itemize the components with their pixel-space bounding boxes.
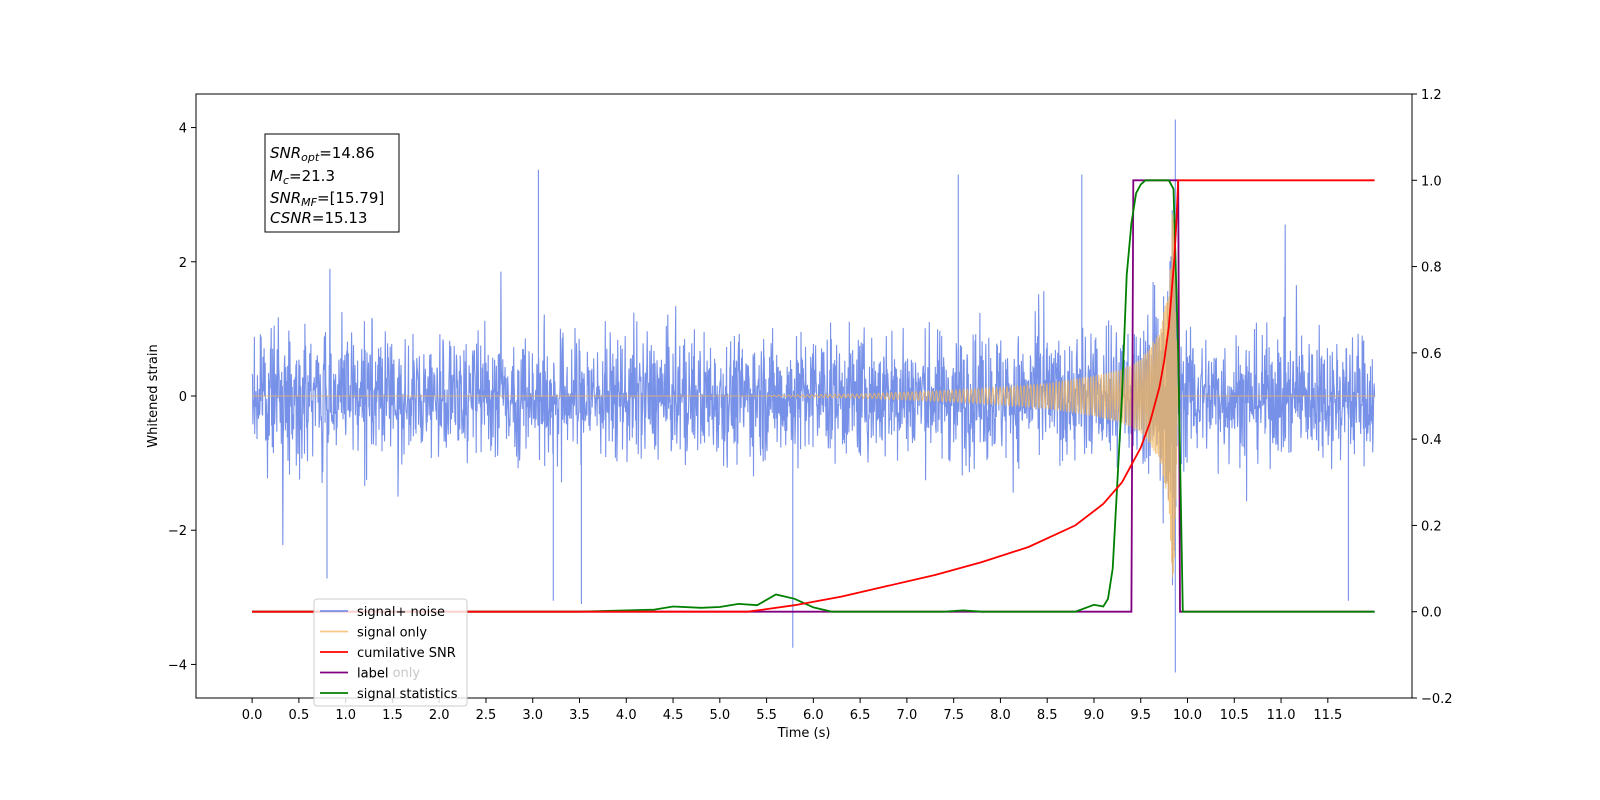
x-tick-label: 10.0	[1173, 708, 1202, 723]
y-tick-label: 4	[179, 122, 187, 137]
x-tick-label: 3.0	[522, 708, 543, 723]
series-signal-only-line	[252, 213, 1375, 578]
y2-tick-label: 1.2	[1421, 88, 1442, 103]
stats-box-frame	[264, 133, 400, 233]
x-tick-label: 6.0	[803, 708, 824, 723]
legend-label: label	[357, 667, 388, 682]
y2-tick-label: 0.6	[1421, 347, 1442, 362]
x-tick-label: 3.5	[569, 708, 590, 723]
x-tick-label: 5.0	[709, 708, 730, 723]
legend-items: signal+ noise signal only cumilative SNR la…	[320, 605, 458, 702]
x-tick-label: 9.5	[1130, 708, 1151, 723]
y2-tick-label: 0.2	[1421, 519, 1442, 534]
y2-tick-label: 0.0	[1421, 606, 1442, 621]
series-cumulative-snr-line	[252, 179, 1375, 613]
x-tick-label: 2.5	[476, 708, 497, 723]
stats-box: SNRopt=14.86 Mc=21.3 SNRMF=[15.79] CSNR=…	[264, 133, 400, 233]
x-tick-label: 10.5	[1220, 708, 1249, 723]
x-tick-label: 2.0	[429, 708, 450, 723]
plot-area	[251, 119, 1376, 673]
y2-tick-label: 1.0	[1421, 174, 1442, 189]
x-tick-label: 4.0	[616, 708, 637, 723]
x-tick-label: 8.0	[990, 708, 1011, 723]
x-tick-label: 7.0	[897, 708, 918, 723]
y-axis-label: Whitened strain	[146, 344, 161, 447]
stat-snr-opt: SNRopt=14.86	[270, 144, 375, 164]
x-tick-label: 1.5	[382, 708, 403, 723]
stat-csnr: CSNR=15.13	[270, 209, 367, 227]
y-tick-label: −4	[168, 658, 187, 673]
x-tick-label: 9.0	[1084, 708, 1105, 723]
x-tick-label: 7.5	[943, 708, 964, 723]
y2-tick-label: −0.2	[1421, 692, 1453, 707]
y-tick-label: −2	[168, 524, 187, 539]
legend-frame	[313, 598, 468, 707]
stat-snr-mf: SNRMF=[15.79]	[270, 189, 384, 209]
x-tick-label: 1.0	[335, 708, 356, 723]
y2-tick-label: 0.8	[1421, 261, 1442, 276]
y-tick-label: 2	[179, 256, 187, 271]
legend-ghost-text: label only	[357, 666, 420, 681]
series-signal-statistics-line	[252, 179, 1375, 613]
x-tick-label: 5.5	[756, 708, 777, 723]
legend-label: signal+ noise	[357, 605, 445, 620]
x-tick-label: 11.5	[1313, 708, 1342, 723]
stat-mc: Mc=21.3	[270, 167, 335, 187]
x-tick-label: 11.0	[1267, 708, 1296, 723]
x-tick-label: 0.0	[242, 708, 263, 723]
y-tick-label: 0	[179, 390, 187, 405]
x-tick-label: 0.5	[289, 708, 310, 723]
x-axis-label: Time (s)	[777, 726, 831, 741]
x-tick-label: 6.5	[850, 708, 871, 723]
legend: label only signal+ noise signal only cumil…	[313, 598, 468, 707]
x-tick-label: 8.5	[1037, 708, 1058, 723]
y2-tick-label: 0.4	[1421, 433, 1442, 448]
x-tick-label: 4.5	[663, 708, 684, 723]
legend-label: signal only	[357, 626, 427, 641]
ticks: 0.0 0.5 1.0 1.5 2.0 2.5 3.0 3.5 4.0 4.5 5.0 5.5 6.0 6…	[168, 88, 1453, 723]
legend-label: cumilative SNR	[357, 646, 456, 661]
legend-label: signal statistics	[357, 687, 458, 702]
